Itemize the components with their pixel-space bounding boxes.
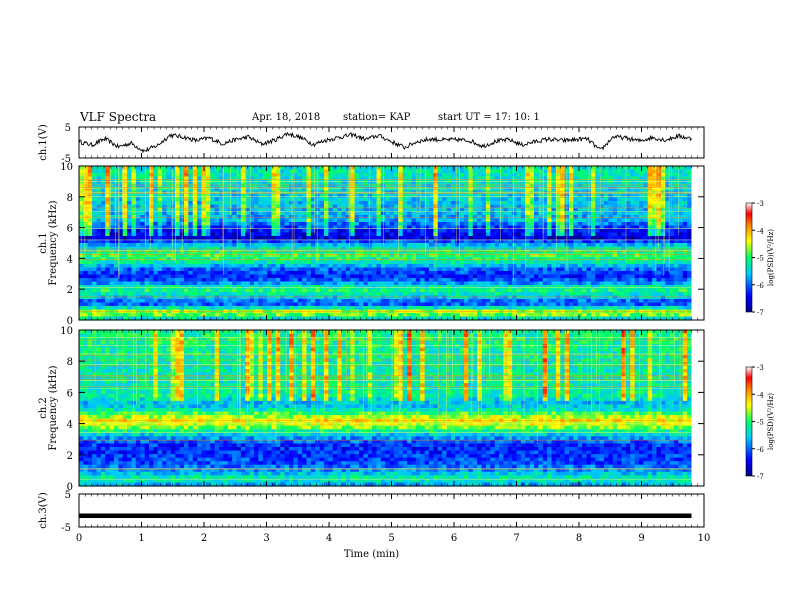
ch1-spectrogram-ylabel: Frequency (kHz): [48, 200, 59, 285]
ch2-spectrogram-colorbar-tick-label: -3: [757, 364, 764, 372]
ch2-spectrogram-colorbar-tick-label: -7: [757, 473, 764, 481]
ch1-spectrogram-heatmap: [79, 166, 704, 321]
ch3-waveform-ylabel: ch.3(V): [38, 492, 49, 529]
ch2-spectrogram-channel-label: ch.2: [38, 397, 49, 419]
ch2-spectrogram-colorbar-tick-label: -4: [757, 391, 764, 399]
ch2-spectrogram-colorbar-tick-label: -5: [757, 419, 764, 427]
x-tick-label: 9: [638, 533, 644, 544]
ch3-waveform-ytick-label: 5: [65, 490, 71, 501]
ch1-spectrogram-ytick-label: 8: [67, 193, 73, 204]
ch1-spectrogram-colorbar-tick-label: -3: [757, 200, 764, 208]
ch1-waveform-ytick-label: 5: [65, 123, 71, 134]
ch1-spectrogram-colorbar-tick-label: -6: [757, 282, 764, 290]
station-label: station= KAP: [343, 112, 411, 123]
date-label: Apr. 18, 2018: [252, 112, 321, 123]
ch1-spectrogram-colorbar-tick-label: -7: [757, 309, 764, 317]
x-tick-label: 3: [263, 533, 269, 544]
ch1-spectrogram-colorbar: [745, 202, 753, 313]
x-tick-label: 0: [76, 533, 82, 544]
ch2-spectrogram-ytick-label: 10: [60, 326, 73, 337]
ch2-spectrogram-colorbar-label: log(PSD)(V²/Hz): [767, 393, 775, 450]
x-tick-label: 4: [326, 533, 332, 544]
x-tick-label: 2: [201, 533, 207, 544]
ch1-spectrogram-ytick-label: 4: [67, 254, 73, 265]
ch1-spectrogram-ytick-label: 2: [67, 285, 73, 296]
x-axis-label: Time (min): [344, 549, 399, 560]
ch2-spectrogram-colorbar-tick-label: -6: [757, 446, 764, 454]
ch1-spectrogram-ytick-label: 10: [60, 162, 73, 173]
ch2-spectrogram-ytick-label: 0: [67, 482, 73, 493]
ch2-spectrogram-ytick-label: 4: [67, 420, 73, 431]
ch1-waveform-ylabel: ch.1(V): [38, 124, 49, 161]
ch2-spectrogram-colorbar: [745, 366, 753, 477]
ch1-waveform-ytick-label: -5: [61, 154, 71, 165]
x-tick-label: 10: [698, 533, 711, 544]
ch3-waveform-ytick-label: -5: [61, 523, 71, 534]
x-tick-label: 1: [138, 533, 144, 544]
ch2-spectrogram-ytick-label: 2: [67, 451, 73, 462]
ch1-spectrogram-colorbar-tick-label: -4: [757, 227, 764, 235]
x-tick-label: 6: [451, 533, 457, 544]
ch1-spectrogram-colorbar-tick-label: -5: [757, 255, 764, 263]
ch1-spectrogram-colorbar-label: log(PSD)(V²/Hz): [767, 229, 775, 286]
x-tick-label: 8: [576, 533, 582, 544]
ch2-spectrogram-ylabel: Frequency (kHz): [48, 365, 59, 450]
ch2-spectrogram-ytick-label: 8: [67, 357, 73, 368]
ch1-spectrogram-ytick-label: 6: [67, 224, 73, 235]
chart-title: VLF Spectra: [80, 110, 157, 124]
ch1-spectrogram-channel-label: ch.1: [38, 232, 49, 254]
ch2-spectrogram-heatmap: [79, 329, 704, 487]
x-tick-label: 7: [513, 533, 519, 544]
start-time-label: start UT = 17: 10: 1: [438, 112, 540, 123]
x-tick-label: 5: [388, 533, 394, 544]
ch2-spectrogram-ytick-label: 6: [67, 388, 73, 399]
ch1-waveform-trace: [78, 131, 692, 154]
ch1-spectrogram-ytick-label: 0: [67, 316, 73, 327]
